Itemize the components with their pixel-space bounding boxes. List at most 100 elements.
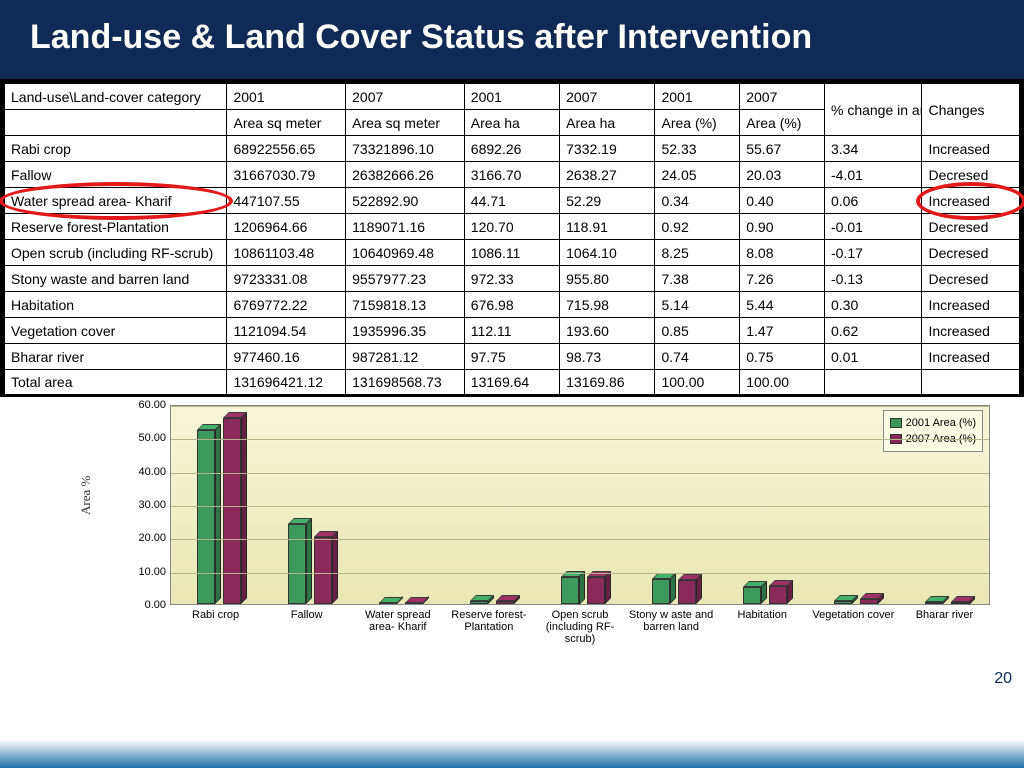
table-cell: Vegetation cover (5, 318, 227, 344)
bar (379, 603, 397, 604)
table-cell (922, 370, 1020, 396)
table-cell: 31667030.79 (227, 162, 346, 188)
bar (470, 601, 488, 604)
land-use-table: Land-use\Land-cover category200120072001… (4, 83, 1020, 397)
table-cell: Increased (922, 136, 1020, 162)
table-cell: Bharar river (5, 344, 227, 370)
table-cell: 73321896.10 (346, 136, 465, 162)
col-subheader: Area sq meter (227, 110, 346, 136)
x-tick: Vegetation cover (809, 609, 897, 621)
col-header: 2007 (740, 84, 825, 110)
col-subheader: Area ha (464, 110, 559, 136)
table-cell: Decresed (922, 162, 1020, 188)
table-row: Stony waste and barren land9723331.08955… (5, 266, 1020, 292)
col-header: 2007 (560, 84, 655, 110)
y-tick: 50.00 (138, 432, 166, 444)
col-header: 2001 (464, 84, 559, 110)
table-cell: Increased (922, 344, 1020, 370)
table-row: Total area131696421.12131698568.7313169.… (5, 370, 1020, 396)
table-cell: 5.44 (740, 292, 825, 318)
table-cell: 6769772.22 (227, 292, 346, 318)
bar (405, 603, 423, 604)
table-cell: -4.01 (824, 162, 921, 188)
col-subheader: Area sq meter (346, 110, 465, 136)
table-cell: 131696421.12 (227, 370, 346, 396)
bottom-gradient (0, 740, 1024, 768)
bar (197, 430, 215, 604)
x-tick: Rabi crop (172, 609, 260, 621)
table-cell: 7.38 (655, 266, 740, 292)
table-cell: Decresed (922, 214, 1020, 240)
col-subheader: Area (%) (740, 110, 825, 136)
bars-layer (171, 406, 989, 604)
table-cell: 3166.70 (464, 162, 559, 188)
table-cell: Reserve forest-Plantation (5, 214, 227, 240)
table-cell: 24.05 (655, 162, 740, 188)
table-cell: 100.00 (740, 370, 825, 396)
y-axis-title: Area % (78, 476, 94, 515)
legend-item: 2001 Area (%) (890, 415, 976, 431)
table-row: Habitation6769772.227159818.13676.98715.… (5, 292, 1020, 318)
table-cell: Increased (922, 318, 1020, 344)
x-tick: Habitation (718, 609, 806, 621)
table-cell: -0.01 (824, 214, 921, 240)
x-tick: Stony w aste and barren land (627, 609, 715, 633)
bar (561, 577, 579, 605)
chart-area: Area % 0.0010.0020.0030.0040.0050.0060.0… (60, 405, 990, 665)
x-tick: Fallow (263, 609, 351, 621)
y-tick: 20.00 (138, 532, 166, 544)
table-cell: 10861103.48 (227, 240, 346, 266)
table-cell: Decresed (922, 240, 1020, 266)
table-cell: 955.80 (560, 266, 655, 292)
bar (223, 418, 241, 604)
table-cell: Stony waste and barren land (5, 266, 227, 292)
table-cell: 1064.10 (560, 240, 655, 266)
table-cell: Decresed (922, 266, 1020, 292)
table-cell: 7332.19 (560, 136, 655, 162)
bar (496, 601, 514, 604)
page-title: Land-use & Land Cover Status after Inter… (0, 0, 1024, 79)
table-cell: 0.74 (655, 344, 740, 370)
table-cell: 0.75 (740, 344, 825, 370)
chart-plot: 2001 Area (%)2007 Area (%) (170, 405, 990, 605)
col-subheader (5, 110, 227, 136)
table-head: Land-use\Land-cover category200120072001… (5, 84, 1020, 136)
table-row: Water spread area- Kharif447107.55522892… (5, 188, 1020, 214)
bar (769, 586, 787, 604)
y-tick: 60.00 (138, 399, 166, 411)
table-cell: 1189071.16 (346, 214, 465, 240)
bar (925, 602, 943, 604)
table-cell: 118.91 (560, 214, 655, 240)
table-row: Rabi crop68922556.6573321896.106892.2673… (5, 136, 1020, 162)
table-cell: -0.17 (824, 240, 921, 266)
table-cell: 9723331.08 (227, 266, 346, 292)
table-cell: Fallow (5, 162, 227, 188)
bar (951, 602, 969, 605)
table-cell: 1.47 (740, 318, 825, 344)
x-tick: Reserve forest- Plantation (445, 609, 533, 633)
table-cell: 9557977.23 (346, 266, 465, 292)
table-cell: Water spread area- Kharif (5, 188, 227, 214)
col-header: % change in area (824, 84, 921, 136)
table-cell: 0.01 (824, 344, 921, 370)
table-cell: 55.67 (740, 136, 825, 162)
y-tick: 10.00 (138, 566, 166, 578)
table-cell: 97.75 (464, 344, 559, 370)
bar (834, 601, 852, 604)
bar (314, 537, 332, 604)
table-cell: 8.08 (740, 240, 825, 266)
table-cell: Habitation (5, 292, 227, 318)
table-cell: Increased (922, 188, 1020, 214)
table-cell: Increased (922, 292, 1020, 318)
table-cell: 0.06 (824, 188, 921, 214)
table-cell: 7159818.13 (346, 292, 465, 318)
table-body: Rabi crop68922556.6573321896.106892.2673… (5, 136, 1020, 396)
table-cell: 977460.16 (227, 344, 346, 370)
table-cell: 5.14 (655, 292, 740, 318)
table-cell: 52.29 (560, 188, 655, 214)
table-cell: 2638.27 (560, 162, 655, 188)
y-tick: 40.00 (138, 466, 166, 478)
table-row: Vegetation cover1121094.541935996.35112.… (5, 318, 1020, 344)
table-cell: 1935996.35 (346, 318, 465, 344)
data-table-container: Land-use\Land-cover category200120072001… (0, 79, 1024, 397)
